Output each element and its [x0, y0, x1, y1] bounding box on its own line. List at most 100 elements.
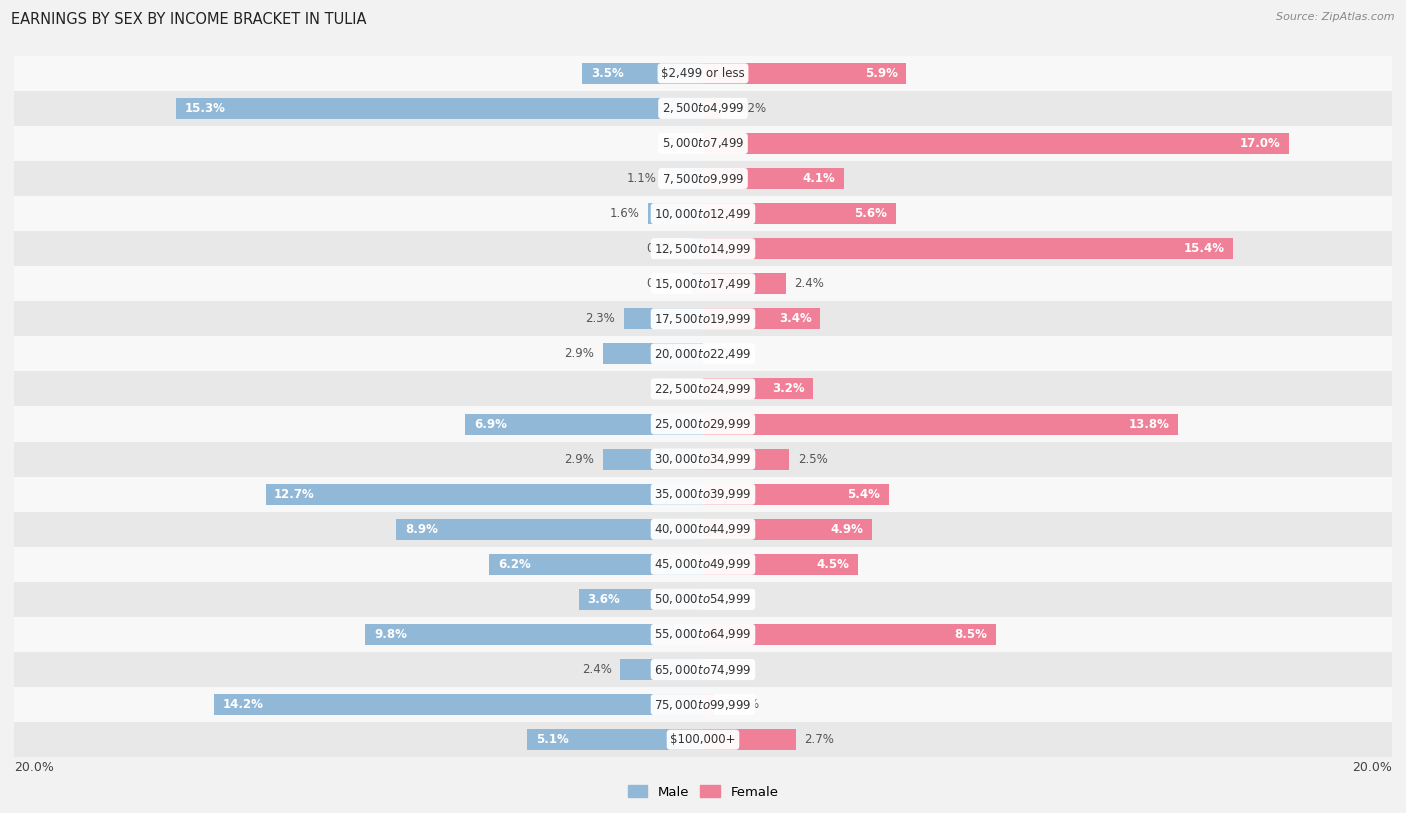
Bar [703, 273, 786, 294]
Text: 8.5%: 8.5% [955, 628, 987, 641]
Bar [703, 449, 789, 470]
Bar [214, 694, 703, 715]
Text: $35,000 to $39,999: $35,000 to $39,999 [654, 487, 752, 501]
Text: 3.4%: 3.4% [779, 312, 811, 325]
Text: 4.5%: 4.5% [817, 558, 849, 571]
Text: $5,000 to $7,499: $5,000 to $7,499 [662, 137, 744, 150]
Text: $2,499 or less: $2,499 or less [661, 67, 745, 80]
Text: $75,000 to $99,999: $75,000 to $99,999 [654, 698, 752, 711]
Text: 0.52%: 0.52% [730, 102, 766, 115]
Text: $10,000 to $12,499: $10,000 to $12,499 [654, 207, 752, 220]
Bar [14, 547, 1392, 582]
Bar [14, 652, 1392, 687]
Text: 2.5%: 2.5% [797, 453, 828, 466]
Text: 5.6%: 5.6% [855, 207, 887, 220]
Bar [14, 337, 1392, 372]
Text: $30,000 to $34,999: $30,000 to $34,999 [654, 452, 752, 466]
Bar [366, 624, 703, 645]
Text: $17,500 to $19,999: $17,500 to $19,999 [654, 312, 752, 326]
Bar [703, 203, 896, 224]
Bar [579, 589, 703, 610]
Text: 9.8%: 9.8% [374, 628, 406, 641]
Text: 2.4%: 2.4% [794, 277, 824, 290]
Text: 8.9%: 8.9% [405, 523, 437, 536]
Text: 3.6%: 3.6% [588, 593, 620, 606]
Text: 0.31%: 0.31% [647, 277, 683, 290]
Legend: Male, Female: Male, Female [623, 780, 783, 804]
Bar [692, 273, 703, 294]
Text: 2.7%: 2.7% [804, 733, 835, 746]
Bar [703, 308, 820, 329]
Text: $45,000 to $49,999: $45,000 to $49,999 [654, 558, 752, 572]
Bar [14, 476, 1392, 511]
Bar [14, 406, 1392, 441]
Text: 2.9%: 2.9% [565, 347, 595, 360]
Text: 6.9%: 6.9% [474, 418, 506, 431]
Text: 5.1%: 5.1% [536, 733, 568, 746]
Text: $100,000+: $100,000+ [671, 733, 735, 746]
Bar [14, 687, 1392, 722]
Bar [14, 231, 1392, 266]
Text: 3.5%: 3.5% [591, 67, 624, 80]
Text: 0.0%: 0.0% [710, 593, 740, 606]
Text: 3.2%: 3.2% [772, 382, 804, 395]
Text: 2.4%: 2.4% [582, 663, 612, 676]
Text: 0.31%: 0.31% [723, 698, 759, 711]
Text: 17.0%: 17.0% [1239, 137, 1279, 150]
Text: 20.0%: 20.0% [14, 762, 53, 775]
Bar [692, 238, 703, 259]
Text: 0.31%: 0.31% [647, 242, 683, 255]
Bar [14, 722, 1392, 757]
Bar [489, 554, 703, 575]
Bar [396, 519, 703, 540]
Text: $7,500 to $9,999: $7,500 to $9,999 [662, 172, 744, 185]
Text: $2,500 to $4,999: $2,500 to $4,999 [662, 102, 744, 115]
Text: $65,000 to $74,999: $65,000 to $74,999 [654, 663, 752, 676]
Bar [703, 238, 1233, 259]
Text: $55,000 to $64,999: $55,000 to $64,999 [654, 628, 752, 641]
Bar [14, 161, 1392, 196]
Bar [703, 133, 1289, 154]
Text: 0.0%: 0.0% [710, 663, 740, 676]
Bar [703, 554, 858, 575]
Bar [14, 196, 1392, 231]
Text: 15.4%: 15.4% [1184, 242, 1225, 255]
Text: $15,000 to $17,499: $15,000 to $17,499 [654, 276, 752, 291]
Text: 5.9%: 5.9% [865, 67, 897, 80]
Bar [703, 624, 995, 645]
Bar [665, 168, 703, 189]
Text: Source: ZipAtlas.com: Source: ZipAtlas.com [1277, 12, 1395, 22]
Bar [620, 659, 703, 680]
Text: 15.3%: 15.3% [184, 102, 225, 115]
Bar [14, 91, 1392, 126]
Text: 1.1%: 1.1% [627, 172, 657, 185]
Bar [703, 694, 714, 715]
Text: 14.2%: 14.2% [222, 698, 263, 711]
Text: $12,500 to $14,999: $12,500 to $14,999 [654, 241, 752, 255]
Bar [465, 414, 703, 435]
Text: 5.4%: 5.4% [848, 488, 880, 501]
Bar [14, 441, 1392, 476]
Bar [582, 63, 703, 84]
Text: $40,000 to $44,999: $40,000 to $44,999 [654, 522, 752, 537]
Bar [603, 343, 703, 364]
Text: 12.7%: 12.7% [274, 488, 315, 501]
Bar [14, 511, 1392, 547]
Text: 4.1%: 4.1% [803, 172, 835, 185]
Bar [648, 203, 703, 224]
Bar [703, 168, 844, 189]
Bar [703, 729, 796, 750]
Bar [176, 98, 703, 119]
Bar [14, 126, 1392, 161]
Bar [14, 617, 1392, 652]
Bar [603, 449, 703, 470]
Bar [14, 582, 1392, 617]
Text: $25,000 to $29,999: $25,000 to $29,999 [654, 417, 752, 431]
Text: EARNINGS BY SEX BY INCOME BRACKET IN TULIA: EARNINGS BY SEX BY INCOME BRACKET IN TUL… [11, 12, 367, 27]
Bar [266, 484, 703, 505]
Text: 6.2%: 6.2% [498, 558, 531, 571]
Bar [527, 729, 703, 750]
Text: 2.9%: 2.9% [565, 453, 595, 466]
Text: 0.0%: 0.0% [710, 347, 740, 360]
Bar [14, 56, 1392, 91]
